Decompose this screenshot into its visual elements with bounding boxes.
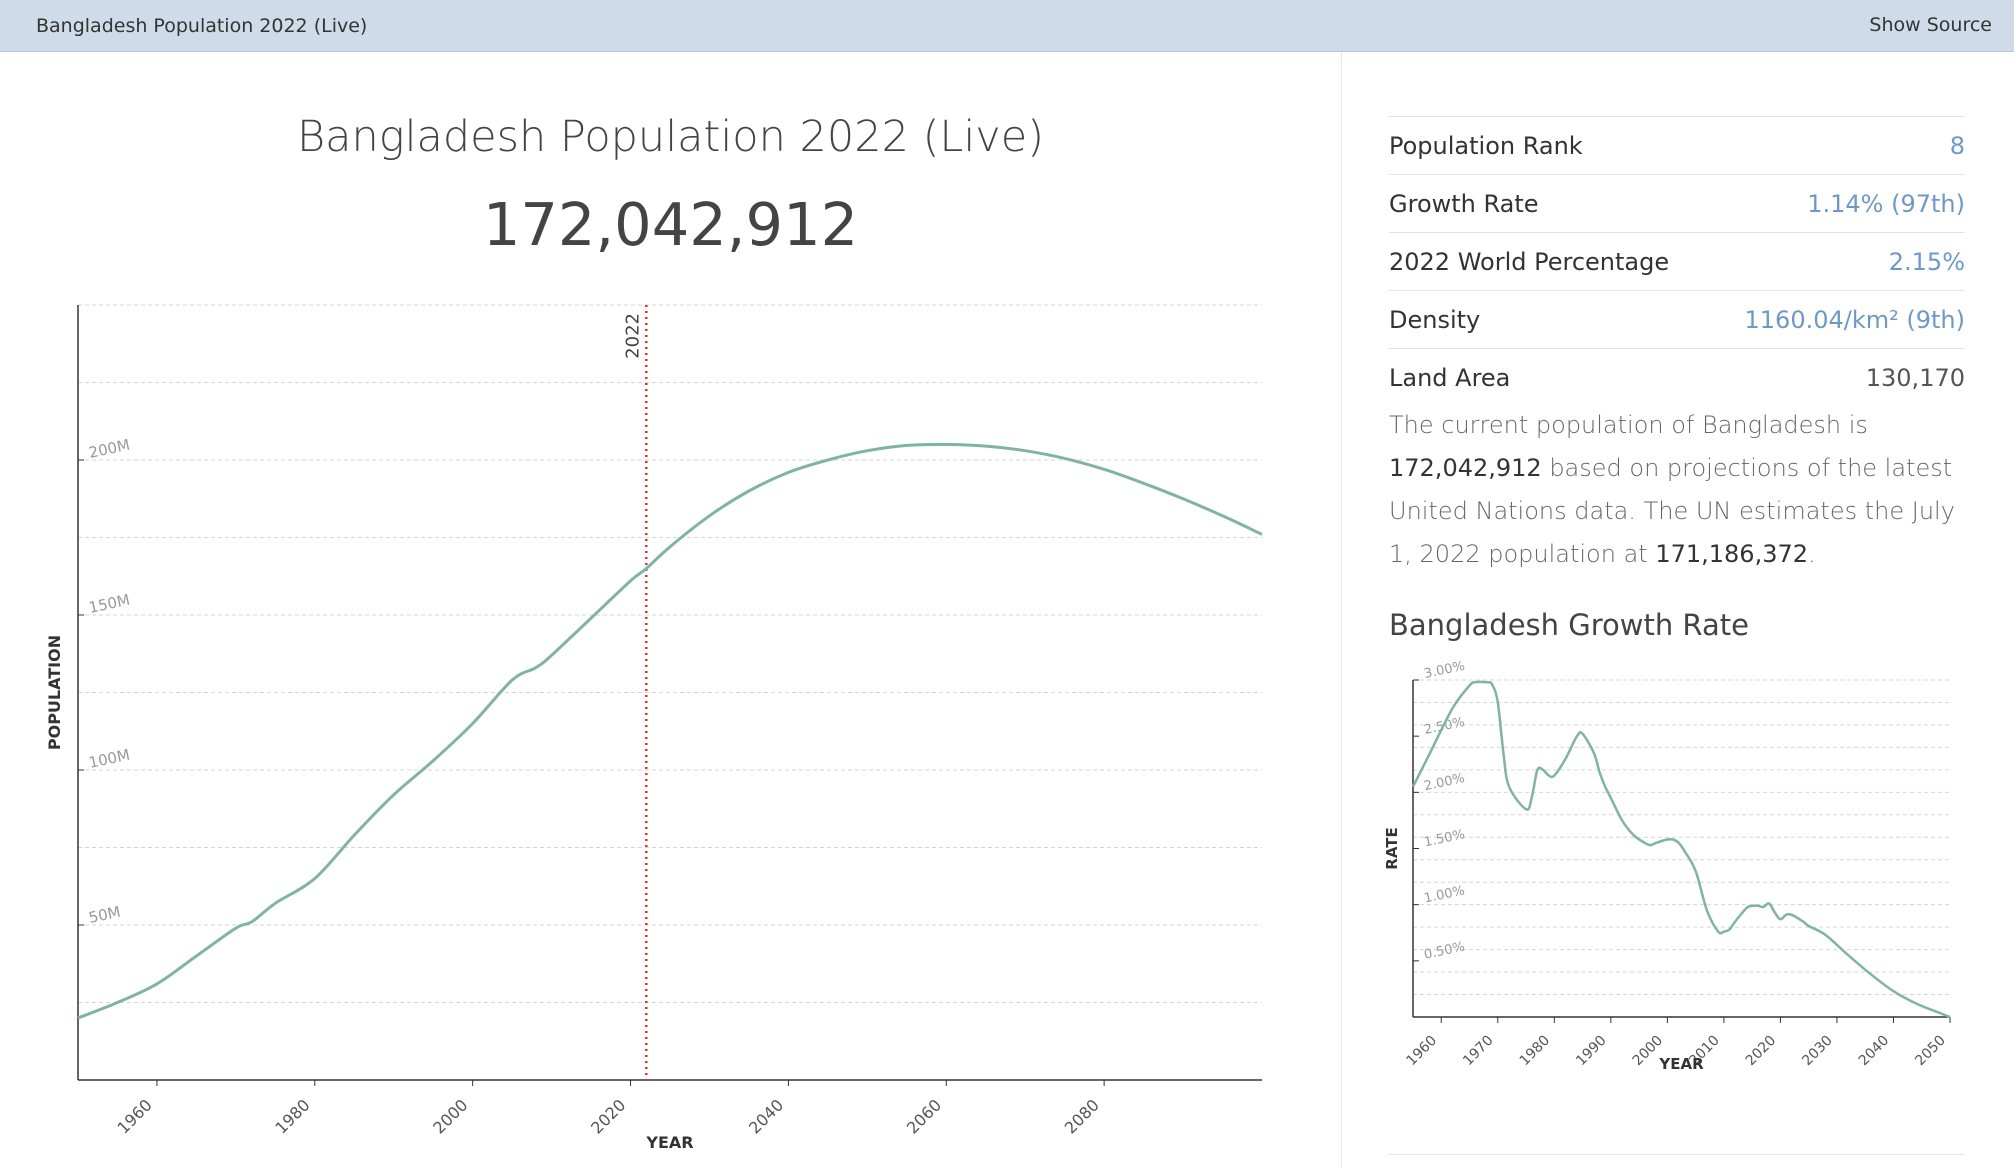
top-bar: Bangladesh Population 2022 (Live) Show S… xyxy=(0,0,2014,52)
stat-label: 2022 World Percentage xyxy=(1389,247,1670,276)
live-population-counter: 172,042,912 xyxy=(482,190,859,259)
description-text: based on projections of the latest Unite… xyxy=(1389,454,1955,568)
x-tick-label: 1970 xyxy=(1460,1033,1497,1070)
stat-row-population-rank: Population Rank 8 xyxy=(1389,116,1965,174)
stats-table: Population Rank 8 Growth Rate 1.14% (97t… xyxy=(1389,116,1965,406)
current-year-marker-label: 2022 xyxy=(622,313,643,359)
growth-rate-title: Bangladesh Growth Rate xyxy=(1389,608,1749,642)
y-tick-label: 200M xyxy=(87,436,131,462)
stat-label: Density xyxy=(1389,305,1481,334)
x-tick-label: 2050 xyxy=(1912,1033,1949,1070)
top-bar-title: Bangladesh Population 2022 (Live) xyxy=(36,15,368,37)
stat-row-land-area: Land Area 130,170 xyxy=(1389,348,1965,406)
description-text: . xyxy=(1808,540,1816,568)
y-tick-label: 100M xyxy=(87,746,131,772)
x-tick-label: 1990 xyxy=(1573,1033,1610,1070)
column-divider xyxy=(1341,52,1342,1168)
x-axis-title: YEAR xyxy=(1658,1055,1704,1073)
stat-row-density: Density 1160.04/km² (9th) xyxy=(1389,290,1965,348)
y-tick-label: 150M xyxy=(87,591,131,617)
y-axis-title: POPULATION xyxy=(45,635,64,750)
section-divider xyxy=(1389,1154,1965,1155)
x-tick-label: 1980 xyxy=(271,1095,313,1137)
stat-value-link[interactable]: 2.15% xyxy=(1888,247,1965,276)
description-text: The current population of Bangladesh is xyxy=(1389,411,1868,439)
stat-label: Growth Rate xyxy=(1389,189,1539,218)
show-source-button[interactable]: Show Source xyxy=(1869,14,1992,36)
y-axis-title: RATE xyxy=(1385,827,1401,869)
x-tick-label: 2040 xyxy=(1856,1033,1893,1070)
y-tick-label: 1.00% xyxy=(1423,883,1467,906)
y-tick-label: 1.50% xyxy=(1423,827,1467,850)
y-tick-label: 2.00% xyxy=(1423,771,1467,794)
x-tick-label: 2040 xyxy=(745,1095,787,1137)
description-estimate-value: 171,186,372 xyxy=(1655,540,1809,568)
x-axis-title: YEAR xyxy=(645,1133,693,1152)
x-tick-label: 2000 xyxy=(429,1095,471,1137)
x-tick-label: 1960 xyxy=(114,1095,156,1137)
series-line xyxy=(1411,680,1951,1019)
description-current-value: 172,042,912 xyxy=(1389,454,1542,482)
stat-value-link[interactable]: 8 xyxy=(1949,131,1965,160)
stat-row-world-percentage: 2022 World Percentage 2.15% xyxy=(1389,232,1965,290)
x-tick-label: 1980 xyxy=(1517,1033,1554,1070)
series-line xyxy=(77,442,1263,1020)
page-title: Bangladesh Population 2022 (Live) xyxy=(297,112,1044,162)
x-tick-label: 1960 xyxy=(1404,1033,1441,1070)
stat-value-link[interactable]: 1160.04/km² (9th) xyxy=(1744,305,1965,334)
population-description: The current population of Bangladesh is … xyxy=(1389,404,1979,576)
y-tick-label: 0.50% xyxy=(1423,939,1467,962)
stat-value-link[interactable]: 1.14% (97th) xyxy=(1807,189,1965,218)
stat-label: Land Area xyxy=(1389,363,1511,392)
x-tick-label: 2030 xyxy=(1799,1033,1836,1070)
population-chart: 50M 100M 150M 200M 1960 1980 2000 2020 2040 2060 2… xyxy=(45,304,1263,1152)
x-tick-label: 2060 xyxy=(903,1095,945,1137)
x-tick-label: 2020 xyxy=(1743,1033,1780,1070)
y-tick-label: 2.50% xyxy=(1423,715,1467,738)
y-tick-label: 3.00% xyxy=(1423,660,1467,682)
growth-rate-chart: 0.50% 1.00% 1.50% 2.00% 2.50% 3.00% 1960 1970 19… xyxy=(1385,660,1951,1073)
x-tick-label: 2020 xyxy=(587,1095,629,1137)
stat-label: Population Rank xyxy=(1389,131,1583,160)
stat-value: 130,170 xyxy=(1865,363,1965,392)
y-tick-label: 50M xyxy=(87,903,122,927)
stat-row-growth-rate: Growth Rate 1.14% (97th) xyxy=(1389,174,1965,232)
x-tick-label: 2080 xyxy=(1061,1095,1103,1137)
